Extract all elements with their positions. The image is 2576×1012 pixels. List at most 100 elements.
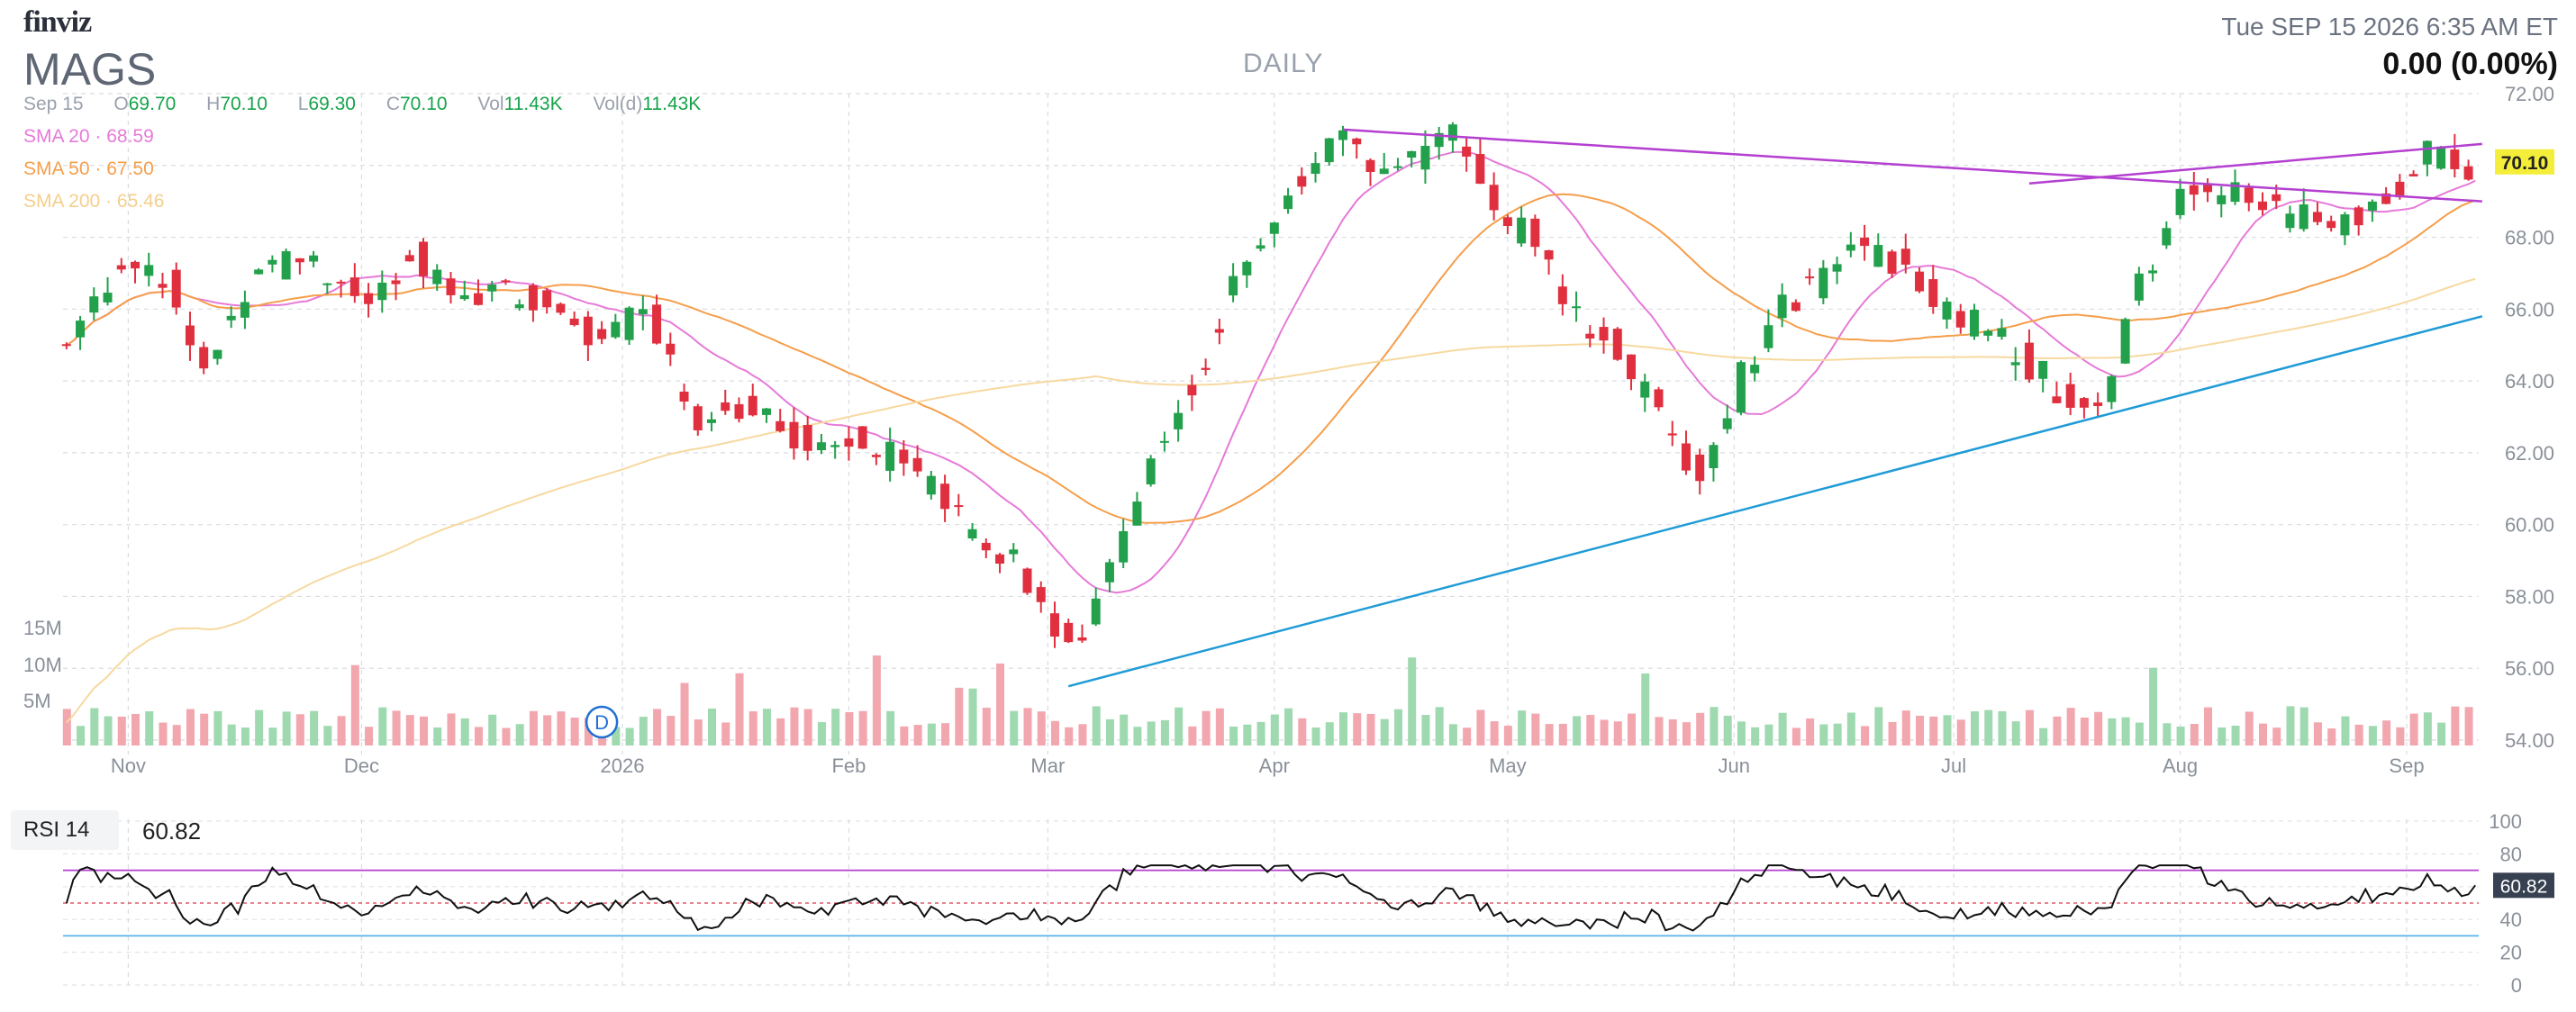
- volume-bar: [653, 709, 662, 745]
- volume-bar: [282, 711, 291, 745]
- candle-body: [528, 285, 538, 311]
- volume-bar: [858, 710, 867, 745]
- chart-datetime: Tue SEP 15 2026 6:35 AM ET: [2221, 13, 2558, 41]
- candle-body: [281, 251, 291, 280]
- rsi-tick-label: 40: [2500, 908, 2522, 931]
- volume-bar: [392, 710, 401, 745]
- volume-bar: [515, 724, 524, 745]
- rsi-legend[interactable]: RSI 14: [11, 810, 119, 850]
- volume-bar: [1655, 717, 1664, 745]
- candle-body: [2175, 188, 2185, 215]
- volume-bar: [1175, 707, 1184, 745]
- volume-bar: [2272, 727, 2281, 745]
- ohlc-low-label: L: [297, 94, 309, 114]
- volume-bar: [941, 723, 950, 745]
- volume-bar: [1147, 721, 1156, 745]
- dividend-marker-label: D: [594, 711, 609, 734]
- volume-bar: [762, 709, 771, 745]
- volume-bar: [1764, 724, 1773, 745]
- volume-bar: [1984, 709, 1993, 745]
- volume-bar: [1105, 718, 1114, 745]
- sma50-legend[interactable]: SMA 50 · 67.50: [23, 158, 154, 179]
- volume-bar: [1476, 709, 1485, 745]
- volume-bar: [1325, 722, 1334, 745]
- volume-bar: [1448, 724, 1457, 745]
- volume-bar: [1751, 727, 1760, 745]
- candle-body: [2408, 174, 2418, 176]
- candle-body: [1969, 310, 1979, 337]
- candle-body: [1997, 328, 2007, 337]
- month-tick-label: Apr: [1259, 754, 1290, 777]
- volume-bar: [1791, 727, 1800, 745]
- volume-bar: [420, 716, 429, 745]
- price-tick-label: 54.00: [2505, 729, 2554, 752]
- candle-body: [2162, 228, 2172, 246]
- volume-bar: [365, 727, 374, 745]
- price-tick-label: 66.00: [2505, 298, 2554, 321]
- candle-body: [1722, 418, 1732, 429]
- volume-bar: [913, 725, 922, 745]
- month-tick-label: 2026: [600, 754, 644, 777]
- candle-body: [268, 259, 277, 265]
- candle-body: [954, 505, 964, 508]
- volume-bar: [474, 727, 483, 745]
- volume-bar: [817, 722, 826, 745]
- candle-body: [2203, 184, 2213, 193]
- volume-bar: [625, 727, 634, 745]
- candle-body: [1324, 138, 1334, 163]
- volume-bar: [1819, 724, 1828, 745]
- sma200-legend[interactable]: SMA 200 · 65.46: [23, 191, 165, 212]
- candle-body: [1146, 458, 1156, 484]
- candle-body: [1462, 146, 1472, 157]
- price-tick-label: 56.00: [2505, 657, 2554, 680]
- candle-body: [2052, 396, 2062, 403]
- volume-bar: [2327, 728, 2336, 745]
- candle-body: [1612, 329, 1622, 360]
- ohlc-low: 69.30: [308, 94, 356, 114]
- volume-bar: [240, 727, 249, 745]
- candle-body: [116, 265, 126, 270]
- volume-bar: [159, 722, 168, 745]
- volume-bar: [2382, 720, 2391, 745]
- finviz-logo[interactable]: finviz: [23, 5, 92, 39]
- month-tick-label: Feb: [831, 754, 866, 777]
- volume-bar: [1806, 718, 1815, 745]
- candle-body: [871, 455, 881, 457]
- volume-bar: [213, 710, 222, 745]
- candle-body: [1681, 443, 1691, 471]
- candle-body: [748, 395, 757, 416]
- volume-bar: [1463, 727, 1472, 745]
- volume-bar: [255, 709, 264, 745]
- candle-body: [1667, 433, 1677, 436]
- candle-body: [226, 315, 236, 321]
- candle-body: [487, 285, 497, 292]
- candle-body: [2327, 221, 2336, 229]
- candle-body: [638, 309, 648, 315]
- volume-bar: [1613, 721, 1622, 745]
- candle-body: [1695, 454, 1705, 482]
- candle-body: [377, 282, 387, 301]
- candle-body: [2395, 181, 2405, 198]
- candle-body: [1805, 276, 1815, 279]
- volume-bar: [433, 727, 442, 745]
- ohlc-close: 70.10: [400, 94, 448, 114]
- candle-body: [1983, 330, 1993, 336]
- rsi-label: RSI 14: [23, 818, 90, 842]
- sma20-legend[interactable]: SMA 20 · 68.59: [23, 126, 154, 147]
- volume-bar: [1723, 715, 1732, 745]
- volume-bar: [708, 709, 717, 745]
- candle-body: [89, 296, 99, 313]
- volume-bar: [2368, 726, 2377, 745]
- candle-body: [2010, 362, 2020, 366]
- candle-body: [1297, 176, 1307, 187]
- volume-bar: [2437, 722, 2446, 745]
- candle-body: [1132, 501, 1142, 526]
- volume-bar: [1311, 727, 1320, 745]
- volume-bar: [1545, 724, 1554, 745]
- candle-body: [2354, 207, 2363, 226]
- chart-period: DAILY: [1243, 49, 1324, 78]
- candle-body: [295, 258, 304, 263]
- volume-bar: [172, 725, 181, 745]
- volume-bar: [1050, 720, 1059, 745]
